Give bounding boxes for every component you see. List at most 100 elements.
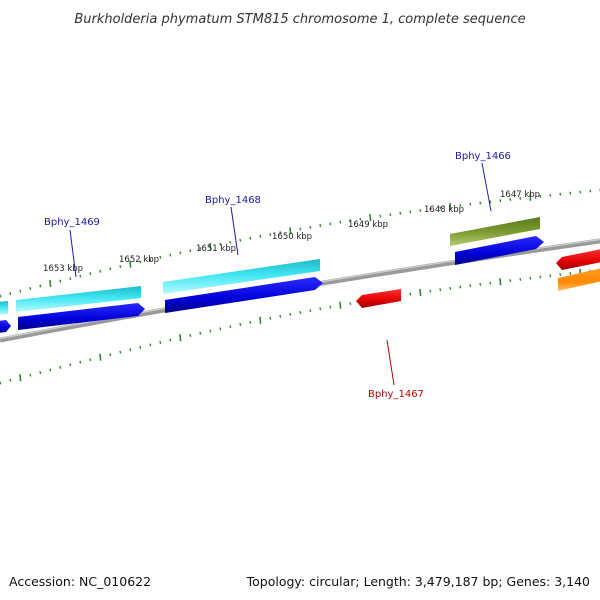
lower-ring-minor-tick <box>239 323 242 326</box>
cds-arrow-right-red[interactable] <box>556 249 600 270</box>
upper-ring-minor-tick <box>509 198 512 201</box>
upper-ring-minor-tick <box>409 210 412 214</box>
lower-ring-minor-tick <box>479 282 482 286</box>
upper-ring-minor-tick <box>119 265 122 269</box>
upper-ring-minor-tick <box>549 193 552 197</box>
upper-ring-minor-tick <box>199 247 202 250</box>
lower-ring-minor-tick <box>269 316 272 320</box>
lower-ring-minor-tick <box>139 345 142 349</box>
lower-ring-major-tick <box>419 289 422 297</box>
label-line-1467 <box>386 339 395 386</box>
upper-ring-major-tick <box>49 279 52 288</box>
upper-ring-minor-tick <box>99 269 102 273</box>
upper-ring-minor-tick <box>579 190 582 194</box>
map-title: Burkholderia phymatum STM815 chromosome … <box>74 12 525 27</box>
upper-ring-minor-tick <box>309 225 312 229</box>
gene-label-bphy-1466[interactable]: Bphy_1466 <box>455 151 511 162</box>
upper-ring-minor-tick <box>419 209 422 212</box>
cds-arrow-1468[interactable] <box>165 277 323 313</box>
upper-ring-minor-tick <box>9 292 12 295</box>
lower-ring-minor-tick <box>559 273 562 277</box>
upper-ring-minor-tick <box>389 213 392 217</box>
lower-ring-minor-tick <box>329 305 332 309</box>
lower-ring-minor-tick <box>409 292 412 296</box>
lower-ring-minor-tick <box>549 274 552 278</box>
accession-text: Accession: NC_010622 <box>9 574 151 589</box>
feature-cyan-1469[interactable] <box>16 286 141 312</box>
upper-ring-minor-tick <box>69 277 72 281</box>
cds-arrow-1469[interactable] <box>18 303 145 330</box>
gene-label-bphy-1468[interactable]: Bphy_1468 <box>205 195 261 206</box>
lower-ring-minor-tick <box>309 309 312 313</box>
lower-ring-minor-tick <box>429 289 432 293</box>
upper-ring-minor-tick <box>229 240 232 244</box>
upper-ring-minor-tick <box>259 234 262 238</box>
feature-orange-right[interactable] <box>558 268 600 291</box>
upper-ring-major-tick <box>529 193 532 201</box>
upper-ring-minor-tick <box>239 238 242 242</box>
feature-cyan-1468[interactable] <box>163 259 320 294</box>
gene-label-bphy-1469[interactable]: Bphy_1469 <box>44 217 100 228</box>
upper-ring-minor-tick <box>279 231 282 235</box>
lower-ring-minor-tick <box>149 343 152 347</box>
tick-label-1647: 1647 kbp <box>500 190 540 200</box>
upper-ring-minor-tick <box>79 274 82 278</box>
lower-ring-minor-tick <box>569 272 572 275</box>
tick-label-1649: 1649 kbp <box>348 220 388 230</box>
lower-ring-minor-tick <box>59 365 62 369</box>
lower-ring-minor-tick <box>119 350 122 354</box>
cds-arrow-edge[interactable] <box>0 320 11 333</box>
upper-ring-minor-tick <box>519 196 522 200</box>
upper-ring-major-tick <box>289 227 292 235</box>
lower-ring-minor-tick <box>49 368 52 372</box>
upper-ring-minor-tick <box>559 192 562 196</box>
lower-ring-minor-tick <box>219 327 222 331</box>
lower-ring-minor-tick <box>529 276 532 280</box>
upper-ring-minor-tick <box>339 220 342 224</box>
feature-cyan-edge[interactable] <box>0 301 8 315</box>
upper-ring-minor-tick <box>359 217 362 221</box>
label-line-1466 <box>481 162 492 212</box>
lower-ring-minor-tick <box>209 329 212 333</box>
genome-stats-text: Topology: circular; Length: 3,479,187 bp… <box>246 574 590 589</box>
lower-ring-minor-tick <box>319 307 322 311</box>
upper-ring-major-tick <box>129 260 132 268</box>
lower-ring-major-tick <box>339 301 342 309</box>
upper-ring-minor-tick <box>219 242 222 246</box>
feature-olive-1466[interactable] <box>450 217 540 246</box>
lower-ring-minor-tick <box>109 353 112 357</box>
upper-ring-minor-tick <box>319 224 322 227</box>
lower-ring-minor-tick <box>69 363 72 367</box>
upper-ring-minor-tick <box>539 194 542 198</box>
lower-ring-minor-tick <box>9 378 12 382</box>
upper-ring-minor-tick <box>139 260 142 264</box>
upper-ring-minor-tick <box>469 202 472 206</box>
upper-ring-major-tick <box>369 214 372 222</box>
cds-arrow-1466[interactable] <box>455 236 544 265</box>
lower-ring-minor-tick <box>519 277 522 281</box>
tick-label-1653: 1653 kbp <box>43 264 83 274</box>
upper-ring-major-tick <box>209 242 212 250</box>
gene-label-bphy-1467[interactable]: Bphy_1467 <box>368 389 424 400</box>
upper-ring-minor-tick <box>169 253 172 257</box>
lower-ring-minor-tick <box>39 371 42 375</box>
lower-ring-minor-tick <box>249 320 252 324</box>
label-line-1469 <box>69 229 77 278</box>
upper-ring-minor-tick <box>269 233 272 236</box>
upper-tick-ring <box>0 188 600 298</box>
upper-ring-minor-tick <box>379 214 382 218</box>
upper-ring-major-tick <box>449 203 452 211</box>
cds-arrow-1467[interactable] <box>356 289 401 308</box>
lower-ring-minor-tick <box>129 348 132 352</box>
upper-ring-minor-tick <box>489 200 492 204</box>
upper-ring-minor-tick <box>19 289 22 293</box>
lower-ring-major-tick <box>499 278 502 286</box>
upper-ring-minor-tick <box>349 219 352 223</box>
lower-ring-minor-tick <box>489 281 492 285</box>
lower-ring-major-tick <box>99 353 102 361</box>
lower-ring-minor-tick <box>279 314 282 318</box>
lower-ring-major-tick <box>179 334 182 342</box>
lower-ring-minor-tick <box>229 325 232 329</box>
upper-ring-minor-tick <box>159 255 162 259</box>
